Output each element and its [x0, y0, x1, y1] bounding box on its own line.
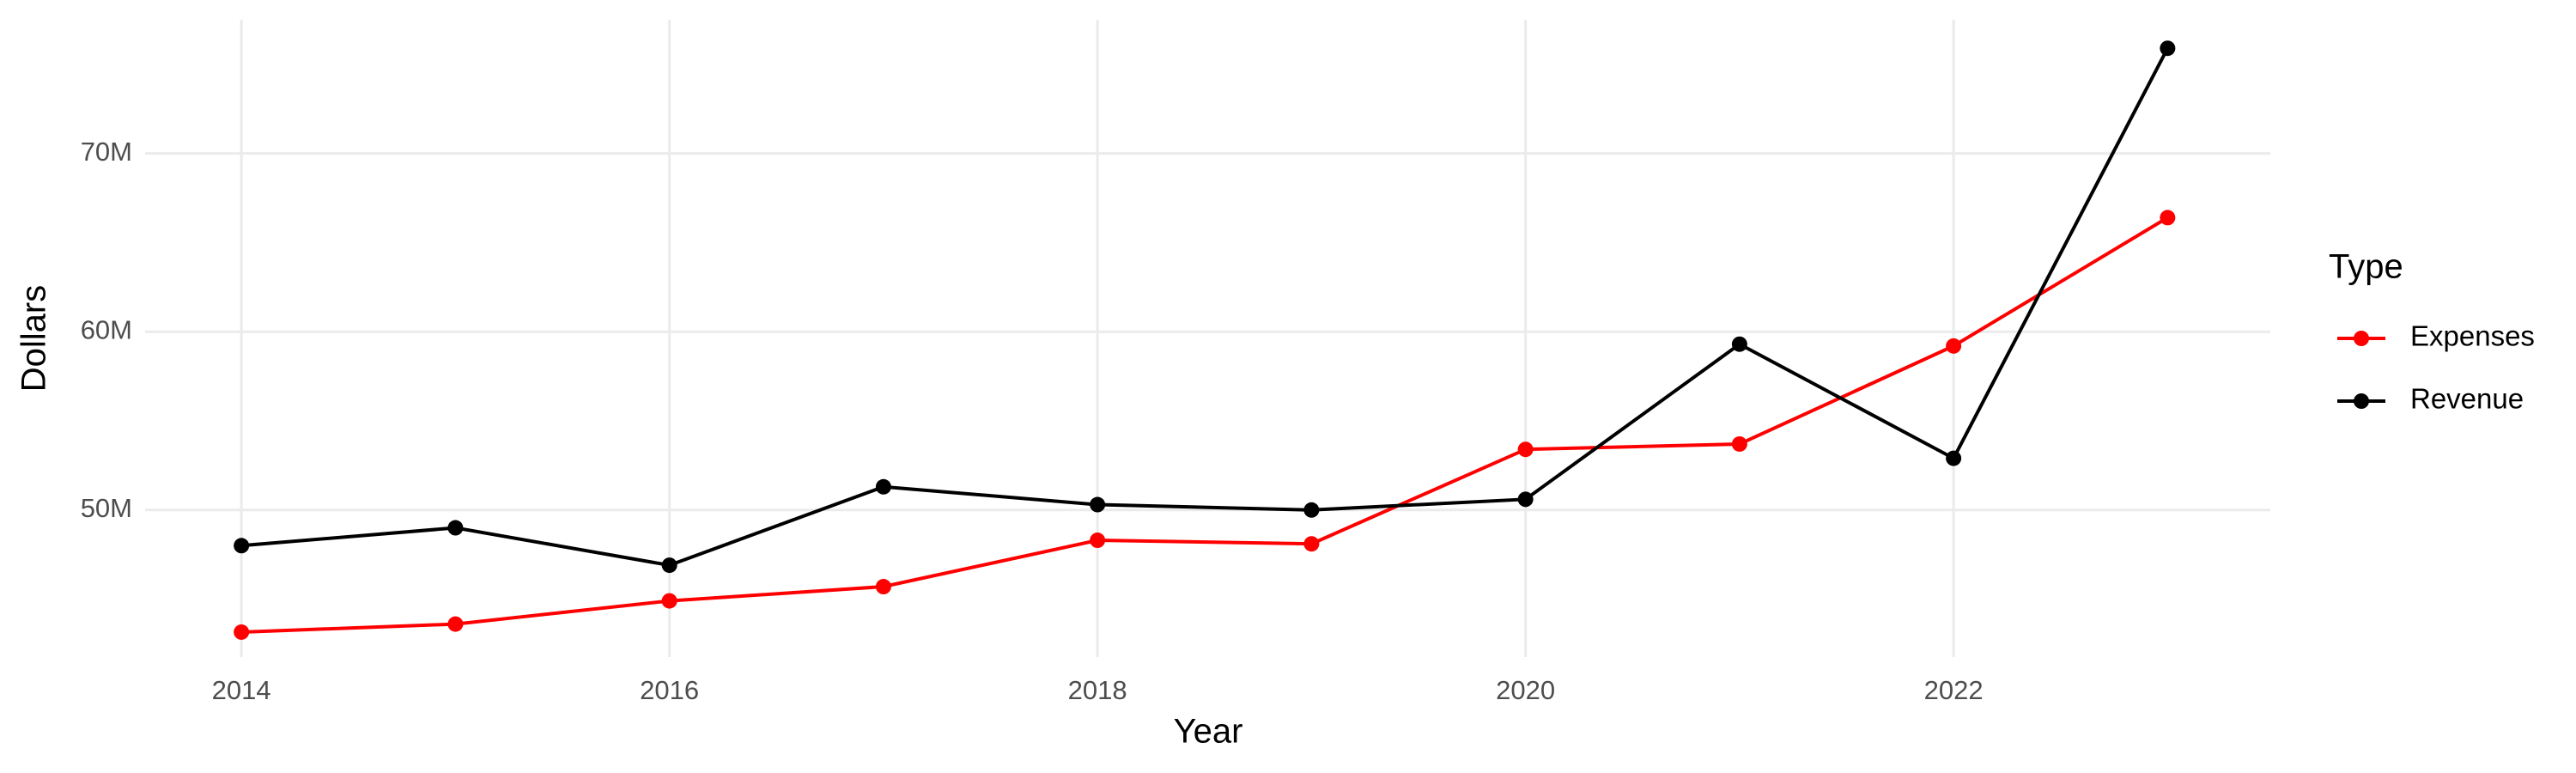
data-point	[1303, 502, 1320, 518]
data-point	[661, 557, 677, 574]
data-point	[2160, 210, 2176, 226]
y-tick-label: 60M	[81, 314, 132, 344]
data-point	[1090, 533, 1106, 549]
data-point	[1946, 338, 1962, 354]
data-point	[875, 478, 891, 495]
legend-label: Revenue	[2410, 383, 2524, 415]
x-tick-label: 2022	[1924, 675, 1984, 705]
x-tick-label: 2020	[1496, 675, 1555, 705]
legend-label: Expenses	[2410, 320, 2535, 352]
data-point	[1946, 450, 1962, 466]
data-point	[1517, 491, 1534, 508]
data-point	[1731, 336, 1747, 352]
y-axis-title: Dollars	[15, 285, 53, 392]
legend-title: Type	[2329, 248, 2403, 286]
series-line	[240, 47, 2170, 568]
data-point	[447, 616, 464, 632]
series-line	[241, 216, 2169, 634]
y-tick-label: 70M	[81, 137, 132, 167]
legend-point	[2354, 331, 2369, 346]
x-tick-label: 2014	[212, 675, 271, 705]
data-point	[661, 593, 677, 609]
data-point	[1090, 496, 1106, 513]
data-point	[2160, 40, 2176, 57]
data-point	[875, 579, 891, 595]
x-tick-label: 2018	[1068, 675, 1127, 705]
data-point	[1731, 435, 1747, 452]
data-point	[1517, 441, 1534, 458]
data-point	[234, 624, 250, 640]
data-point	[1303, 536, 1320, 552]
data-point	[447, 520, 464, 536]
y-tick-label: 50M	[81, 493, 132, 523]
legend-point	[2354, 393, 2369, 409]
data-point	[234, 538, 250, 554]
x-axis-title: Year	[1174, 713, 1243, 751]
x-tick-label: 2016	[640, 675, 699, 705]
